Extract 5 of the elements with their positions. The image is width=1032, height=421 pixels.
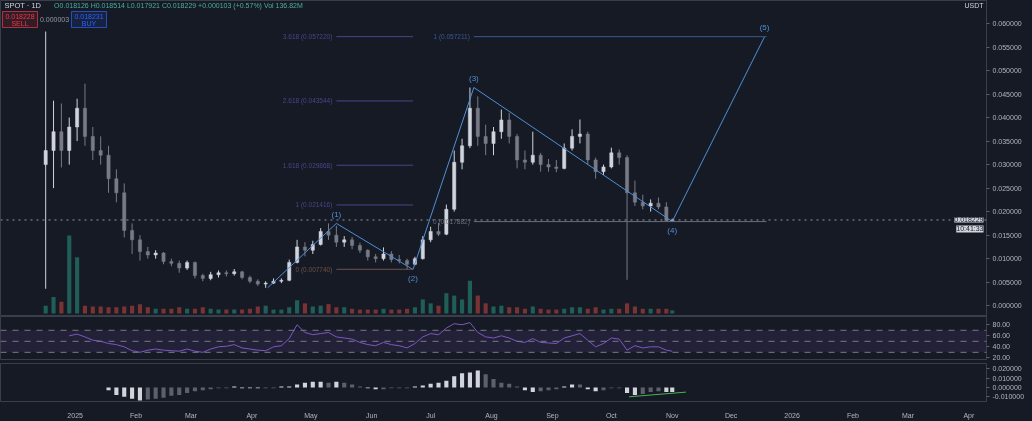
annotation: (1) bbox=[331, 209, 342, 219]
annotation: (5) bbox=[759, 23, 770, 33]
annotation: (2) bbox=[408, 273, 419, 283]
annotation: (4) bbox=[667, 226, 678, 236]
annotation: (3) bbox=[468, 73, 480, 83]
